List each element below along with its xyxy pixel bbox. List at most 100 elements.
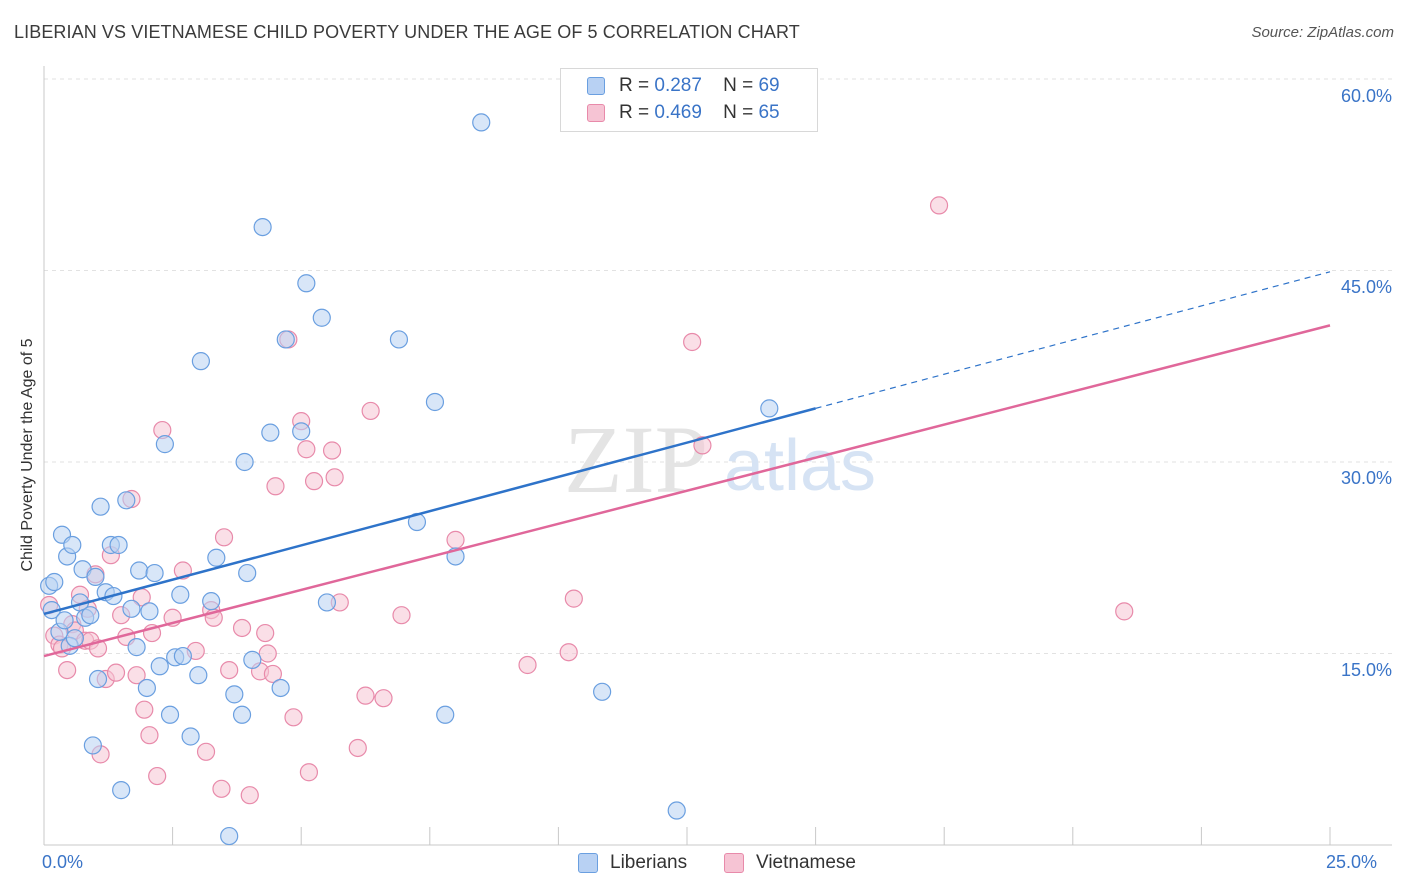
legend-r-label: R = [619,75,650,96]
y-tick-60: 60.0% [1340,86,1392,106]
data-point [117,491,136,510]
data-point [929,196,949,215]
data-point [564,589,583,608]
liberian-regression-extension [815,271,1331,409]
data-point [58,660,77,680]
legend-n-value: 69 [758,75,780,96]
data-point [297,274,316,293]
data-point [150,657,169,676]
data-point [593,682,612,701]
watermark-zip: ZIP [564,406,708,513]
data-point [667,801,686,820]
data-point [389,330,409,349]
data-point [171,585,190,604]
data-point [45,572,64,592]
data-point [253,217,272,237]
legend-n-label: N = [723,75,754,96]
data-point [693,436,712,455]
data-point [325,468,344,487]
regression-lines [43,271,1331,658]
data-point [55,611,74,630]
data-point [472,113,491,132]
data-point [88,669,108,689]
data-point [238,563,257,583]
data-point [243,650,262,669]
data-point [109,535,128,555]
legend-swatch-pink [587,104,605,122]
liberian-regression-line [43,407,816,616]
data-point [127,666,146,685]
data-point [356,686,375,705]
data-point [299,763,319,782]
data-point [559,643,578,662]
legend-n-value: 65 [758,102,780,123]
source-label: Source: ZipAtlas.com [1251,24,1394,41]
y-tick-15: 15.0% [1340,660,1392,680]
vietnamese-regression-line [43,324,1331,658]
data-point [212,779,231,798]
data-point [1115,602,1134,621]
data-point [189,666,208,685]
data-point [240,786,259,805]
chart-title: LIBERIAN VS VIETNAMESE CHILD POVERTY UND… [14,22,800,42]
data-point [232,705,252,724]
data-point [173,646,192,666]
y-tick-45: 45.0% [1340,277,1392,297]
legend-r-label: R = [619,102,650,123]
data-point [155,435,174,454]
data-point [106,663,126,682]
data-point [292,422,311,441]
data-point [130,561,149,580]
data-point [446,530,465,549]
watermark: ZIP atlas [564,406,876,513]
data-point [683,332,702,352]
data-point [304,472,324,491]
data-point [317,593,337,612]
data-point [140,602,159,621]
data-point [127,638,146,657]
data-point [63,535,82,555]
data-point [81,606,100,625]
legend-n-label: N = [723,102,754,123]
series-label-vietnamese: Vietnamese [756,852,856,873]
axes [43,66,1392,846]
data-point [137,678,156,698]
y-tick-30: 30.0% [1340,468,1392,488]
data-point [86,567,105,587]
series-swatch-pink [724,853,744,873]
data-point [374,689,393,708]
data-point [181,727,200,746]
data-point [518,655,537,675]
data-point [135,700,154,719]
data-point [145,563,164,583]
series-legend: Liberians Vietnamese [0,852,1406,876]
x-tick-max: 25.0% [1326,852,1378,872]
data-point [220,660,239,680]
data-point [276,330,295,349]
data-point [322,441,342,460]
data-point [263,664,283,684]
data-point [392,606,411,625]
data-point [214,528,234,547]
liberian-points [40,113,779,846]
series-label-liberians: Liberians [610,852,688,873]
legend-r-value: 0.287 [654,75,702,96]
data-point [160,705,180,724]
data-point [196,742,216,761]
data-point [232,618,252,638]
data-point [348,738,367,758]
data-point [207,548,226,567]
data-point [83,736,102,755]
series-swatch-blue [578,853,598,873]
data-point [258,644,277,663]
data-point [297,440,316,459]
legend-r-value: 0.469 [654,102,702,123]
data-point [425,392,445,412]
data-point [436,705,455,724]
data-point [256,623,275,643]
data-point [122,599,141,618]
data-point [271,678,290,698]
data-point [312,308,331,327]
correlation-legend: R = 0.287 N = 69 R = 0.469 N = 65 [560,68,818,132]
